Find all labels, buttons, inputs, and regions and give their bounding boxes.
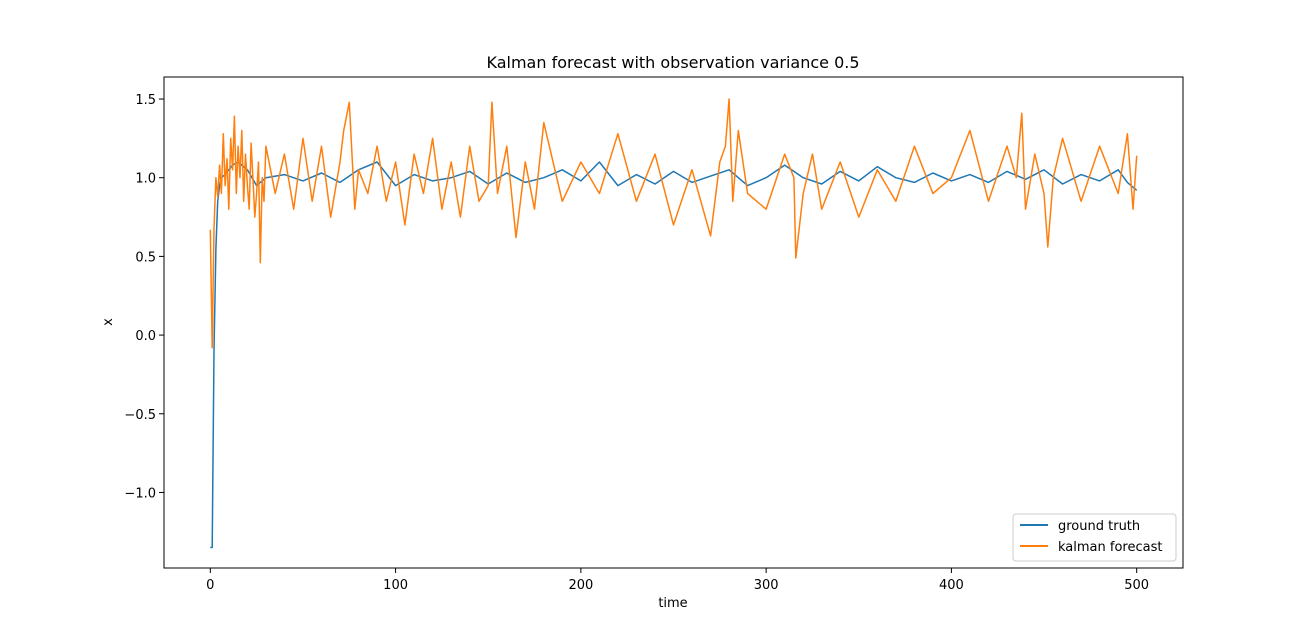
legend-label-kalman-forecast: kalman forecast: [1058, 540, 1162, 555]
y-tick-label: 0.5: [135, 250, 156, 265]
y-tick-label: −1.0: [124, 486, 156, 501]
x-axis: 0 100 200 300 400 500: [206, 568, 1149, 593]
x-tick-label: 400: [939, 578, 964, 593]
plot-area: [209, 98, 1138, 549]
x-axis-label: time: [658, 596, 687, 611]
legend-box: [1012, 513, 1177, 562]
series-line-kalman-forecast: [209, 98, 1138, 349]
y-axis: −1.0 −0.5 0.0 0.5 1.0 1.5: [124, 93, 164, 501]
y-tick-label: 0.0: [135, 329, 156, 344]
axes-frame: [163, 76, 1184, 569]
y-axis-label: x: [101, 318, 116, 326]
x-tick-label: 100: [383, 578, 408, 593]
y-tick-label: 1.5: [135, 93, 156, 108]
x-tick-label: 200: [568, 578, 593, 593]
y-tick-label: 1.0: [135, 172, 156, 187]
y-tick-label: −0.5: [124, 408, 156, 423]
x-tick-label: 300: [754, 578, 779, 593]
x-tick-label: 500: [1124, 578, 1149, 593]
x-tick-label: 0: [206, 578, 214, 593]
chart-title: Kalman forecast with observation varianc…: [486, 53, 859, 72]
legend-label-ground-truth: ground truth: [1058, 519, 1140, 534]
legend: ground truth kalman forecast: [1012, 513, 1177, 562]
